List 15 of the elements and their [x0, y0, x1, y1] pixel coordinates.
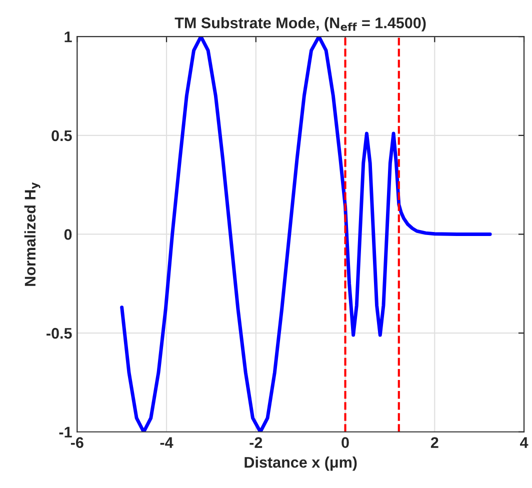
- x-tick-label: -4: [160, 437, 174, 448]
- y-tick-label: 0.5: [52, 130, 72, 142]
- y-axis-title: Normalized H$_{y}$: [24, 182, 40, 286]
- x-axis-title: Distance x (μm): [244, 456, 357, 471]
- y-tick-label: 1: [64, 32, 72, 42]
- x-tick-label: 0: [342, 437, 349, 448]
- x-tick-label: -6: [70, 437, 84, 448]
- x-tick-label: 2: [430, 437, 438, 448]
- line-series: [120, 36, 492, 432]
- y-tick-label: 0: [64, 229, 72, 240]
- chart-title: TM Substrate Mode, (N$_{eff}$ = 1.4500): [174, 17, 426, 32]
- x-tick-label: 4: [520, 437, 528, 448]
- x-tick-label: -2: [250, 437, 262, 448]
- y-tick-label: -0.5: [46, 328, 72, 339]
- y-tick-label: -1: [59, 426, 72, 438]
